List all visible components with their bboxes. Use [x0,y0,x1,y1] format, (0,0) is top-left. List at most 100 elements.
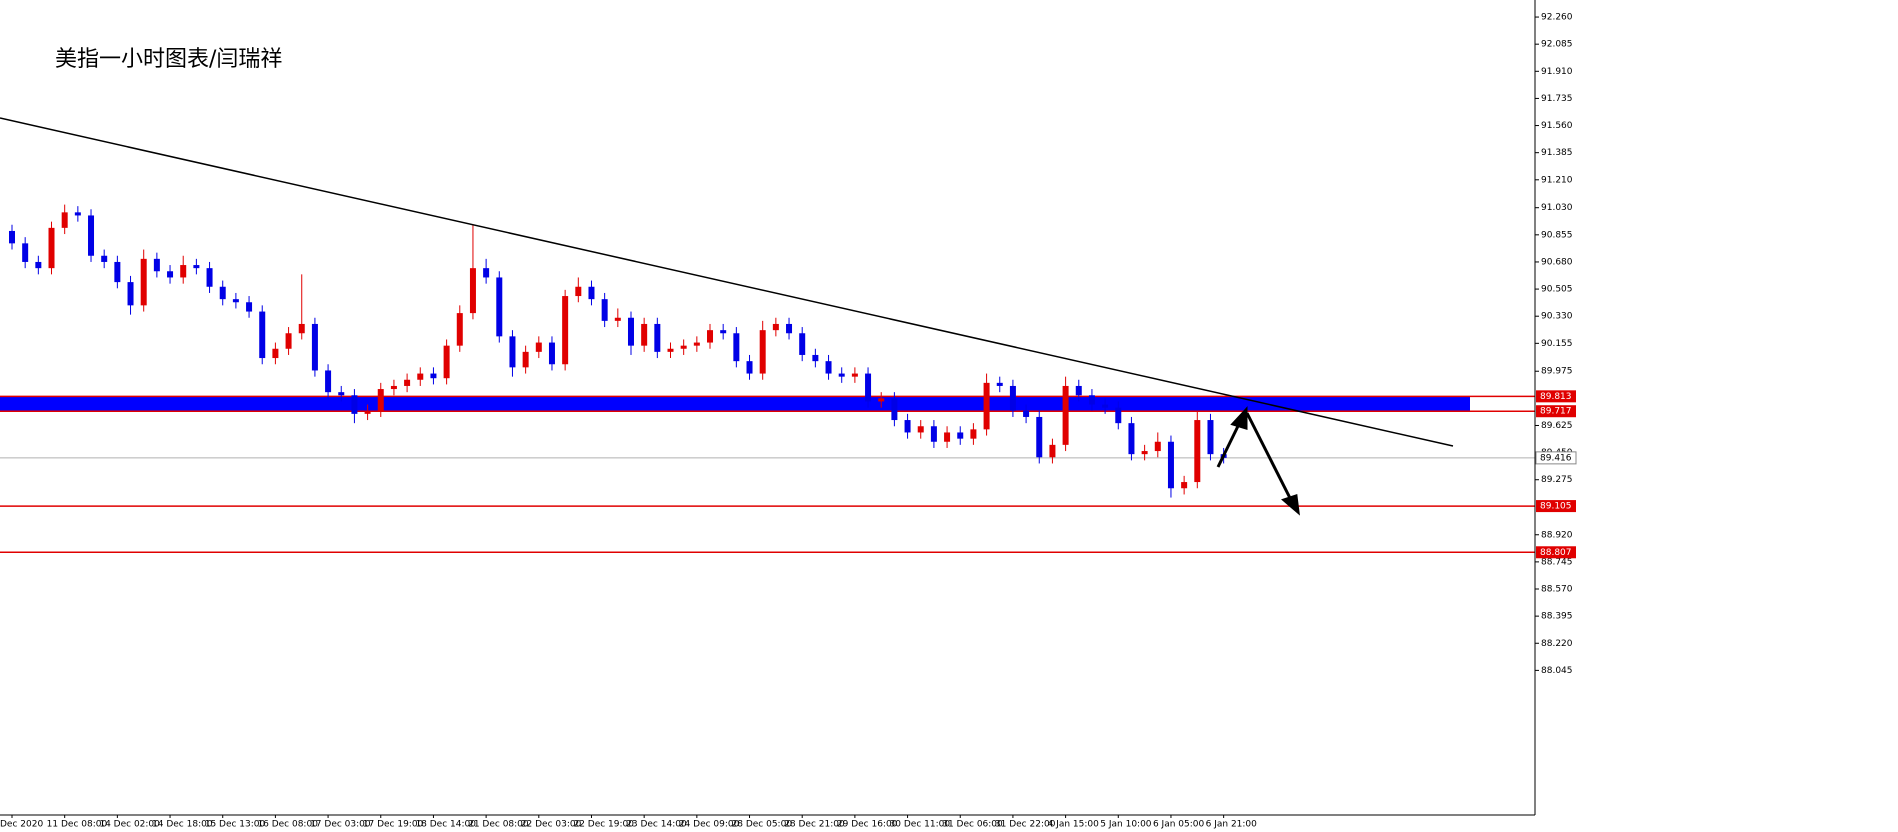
candle-body [1036,416,1043,458]
y-tick-label: 89.275 [1541,475,1573,485]
candle-body [430,373,437,379]
candle-body [101,255,108,262]
arrow-up [1216,421,1242,468]
candle-body [1009,385,1016,411]
candle-body [707,330,714,343]
y-tick-label: 88.395 [1541,612,1573,622]
candle-body [627,317,634,346]
x-tick-label: 22 Dec 03:00 [521,820,582,830]
level-tag [1536,546,1576,559]
candle-body [219,286,226,300]
candle-body [680,345,687,349]
candle-body [1141,451,1148,455]
x-tick-label: 22 Dec 19:00 [573,820,634,830]
y-tick-label: 91.735 [1541,94,1573,104]
candle-body [799,333,806,355]
candle-body [825,361,832,374]
candle-body [351,395,358,414]
x-tick-label: 28 Dec 21:00 [784,820,845,830]
x-tick-label: 4 Jan 15:00 [1048,820,1100,830]
x-tick-label: 6 Jan 21:00 [1206,820,1258,830]
y-tick-label: 91.030 [1541,203,1573,213]
candle-body [970,429,977,439]
y-tick-label: 91.910 [1541,67,1573,77]
y-tick-label: 88.920 [1541,530,1573,540]
candle-body [338,392,345,396]
candle-body [206,268,213,287]
candle-body [140,258,147,306]
candle-body [1207,420,1214,455]
candle-body [1194,420,1201,483]
candle-body [786,323,793,334]
x-tick-label: 18 Dec 14:00 [415,820,476,830]
level-tag [1536,500,1576,513]
candle-body [114,261,121,283]
candle-body [904,420,911,433]
candle-body [88,215,95,256]
candle-body [443,345,450,379]
y-tick-label: 89.975 [1541,367,1573,377]
candle-body [127,282,134,306]
y-tick-label: 91.560 [1541,121,1573,131]
x-tick-label: 11 Dec 08:00 [47,820,108,830]
level-label: 89.717 [1540,407,1572,417]
candle-body [22,243,29,262]
candle-body [838,373,845,377]
candle-body [377,389,384,411]
y-tick-label: 90.855 [1541,230,1573,240]
y-tick-label: 92.085 [1541,40,1573,50]
candle-body [930,426,937,442]
candle-body [1115,407,1122,424]
candle-body [944,432,951,442]
x-tick-label: 23 Dec 14:00 [626,820,687,830]
x-tick-label: 6 Jan 05:00 [1153,820,1205,830]
x-tick-label: 29 Dec 16:00 [837,820,898,830]
candle-body [693,342,700,346]
candle-body [759,330,766,374]
candle-body [667,348,674,352]
candle-body [878,398,885,402]
candle-body [851,373,858,377]
y-tick-label: 90.505 [1541,285,1573,295]
candle-body [654,323,661,352]
candle-body [1023,410,1030,417]
candle-body [193,265,200,269]
candle-body [996,382,1003,386]
arrows [1216,406,1300,516]
candle-body [167,271,174,278]
y-tick-label: 90.680 [1541,257,1573,267]
candle-body [232,299,239,303]
candle-body [1088,395,1095,405]
candle-body [917,426,924,433]
candle-body [1154,441,1161,452]
candle-body [180,265,187,278]
level-tag [1536,390,1576,403]
candle-body [865,373,872,402]
candle-body [720,330,727,334]
candle-body [311,323,318,371]
candle-body [812,354,819,362]
candle-body [548,342,555,365]
candle-body [48,227,55,269]
candle-body [1062,385,1069,445]
arrow-head [1230,406,1248,431]
x-tick-label: 17 Dec 03:00 [310,820,371,830]
candle-body [364,410,371,414]
x-tick-label: 24 Dec 09:00 [679,820,740,830]
candle-body [562,296,569,365]
y-tick-label: 90.155 [1541,339,1573,349]
candle-body [298,323,305,334]
candle-body [246,302,253,312]
y-tick-label: 91.210 [1541,175,1573,185]
candle-body [522,351,529,368]
x-tick-label: 31 Dec 22:00 [995,820,1056,830]
candle-body [496,277,503,337]
candle-body [1167,441,1174,489]
x-tick-label: 15 Dec 13:00 [205,820,266,830]
candle-body [1049,444,1056,458]
x-tick-label: 14 Dec 02:00 [99,820,160,830]
y-tick-label: 88.745 [1541,557,1573,567]
candle-body [509,336,516,368]
x-tick-label: 28 Dec 05:00 [732,820,793,830]
